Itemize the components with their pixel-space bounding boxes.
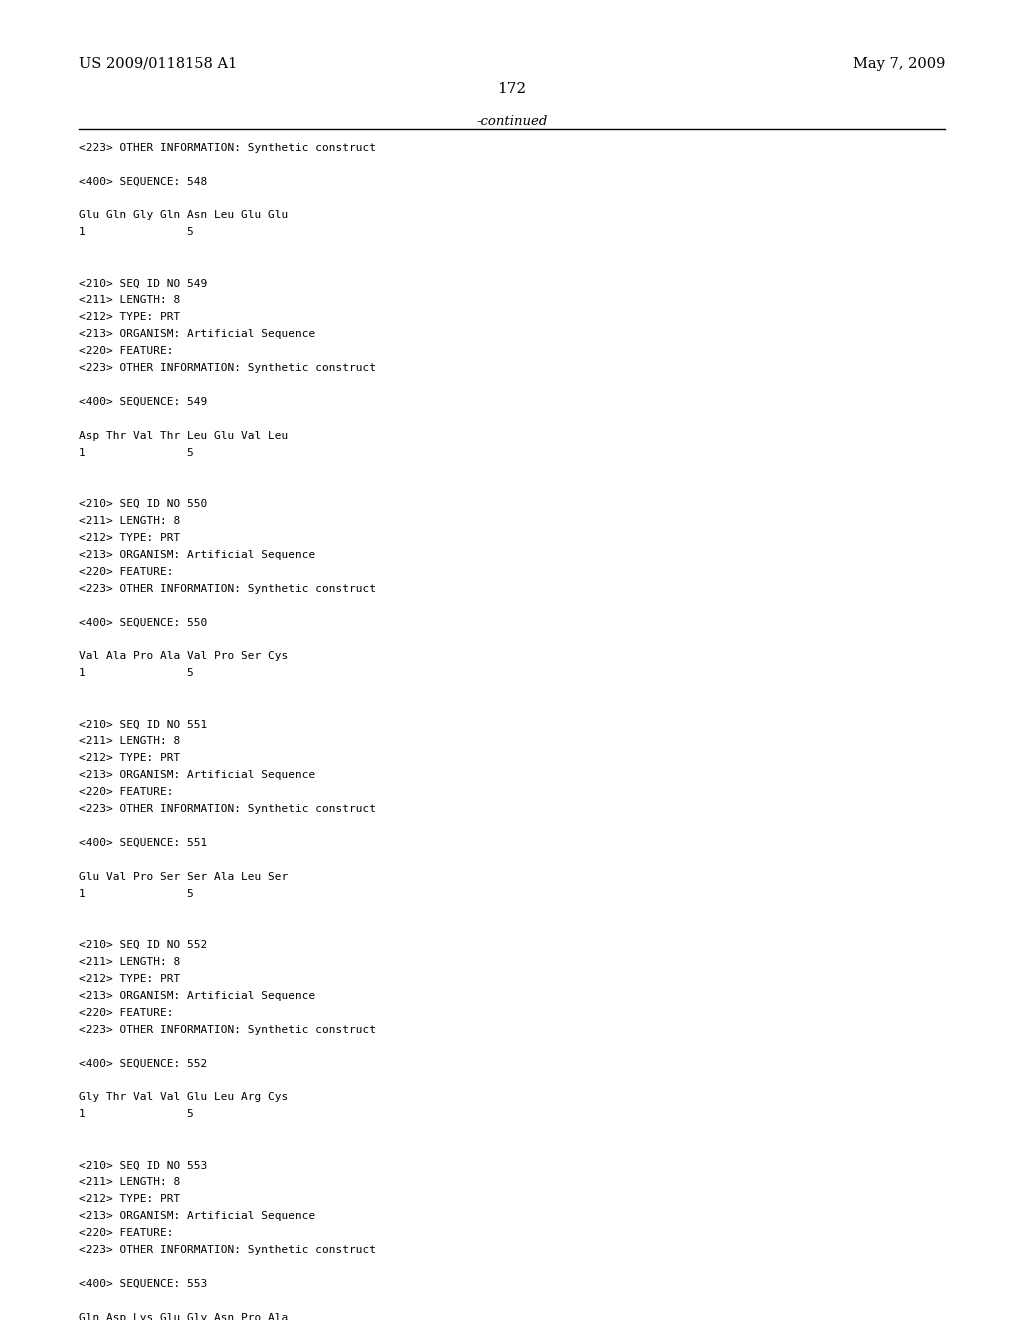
Text: <211> LENGTH: 8: <211> LENGTH: 8 [79, 1177, 180, 1187]
Text: <213> ORGANISM: Artificial Sequence: <213> ORGANISM: Artificial Sequence [79, 329, 315, 339]
Text: May 7, 2009: May 7, 2009 [853, 57, 945, 71]
Text: -continued: -continued [476, 115, 548, 128]
Text: <212> TYPE: PRT: <212> TYPE: PRT [79, 1195, 180, 1204]
Text: <210> SEQ ID NO 552: <210> SEQ ID NO 552 [79, 940, 207, 950]
Text: <213> ORGANISM: Artificial Sequence: <213> ORGANISM: Artificial Sequence [79, 1212, 315, 1221]
Text: <213> ORGANISM: Artificial Sequence: <213> ORGANISM: Artificial Sequence [79, 770, 315, 780]
Text: <400> SEQUENCE: 551: <400> SEQUENCE: 551 [79, 838, 207, 847]
Text: <223> OTHER INFORMATION: Synthetic construct: <223> OTHER INFORMATION: Synthetic const… [79, 143, 376, 153]
Text: <400> SEQUENCE: 552: <400> SEQUENCE: 552 [79, 1059, 207, 1068]
Text: <223> OTHER INFORMATION: Synthetic construct: <223> OTHER INFORMATION: Synthetic const… [79, 1024, 376, 1035]
Text: <210> SEQ ID NO 549: <210> SEQ ID NO 549 [79, 279, 207, 288]
Text: <212> TYPE: PRT: <212> TYPE: PRT [79, 533, 180, 543]
Text: <210> SEQ ID NO 553: <210> SEQ ID NO 553 [79, 1160, 207, 1171]
Text: <220> FEATURE:: <220> FEATURE: [79, 1007, 173, 1018]
Text: 1               5: 1 5 [79, 668, 194, 678]
Text: <213> ORGANISM: Artificial Sequence: <213> ORGANISM: Artificial Sequence [79, 990, 315, 1001]
Text: <210> SEQ ID NO 550: <210> SEQ ID NO 550 [79, 499, 207, 508]
Text: US 2009/0118158 A1: US 2009/0118158 A1 [79, 57, 238, 71]
Text: <211> LENGTH: 8: <211> LENGTH: 8 [79, 296, 180, 305]
Text: Gly Thr Val Val Glu Leu Arg Cys: Gly Thr Val Val Glu Leu Arg Cys [79, 1093, 288, 1102]
Text: <213> ORGANISM: Artificial Sequence: <213> ORGANISM: Artificial Sequence [79, 549, 315, 560]
Text: Asp Thr Val Thr Leu Glu Val Leu: Asp Thr Val Thr Leu Glu Val Leu [79, 430, 288, 441]
Text: <223> OTHER INFORMATION: Synthetic construct: <223> OTHER INFORMATION: Synthetic const… [79, 1245, 376, 1255]
Text: <223> OTHER INFORMATION: Synthetic construct: <223> OTHER INFORMATION: Synthetic const… [79, 804, 376, 814]
Text: <223> OTHER INFORMATION: Synthetic construct: <223> OTHER INFORMATION: Synthetic const… [79, 583, 376, 594]
Text: 1               5: 1 5 [79, 1109, 194, 1119]
Text: <223> OTHER INFORMATION: Synthetic construct: <223> OTHER INFORMATION: Synthetic const… [79, 363, 376, 374]
Text: <400> SEQUENCE: 549: <400> SEQUENCE: 549 [79, 397, 207, 407]
Text: Glu Gln Gly Gln Asn Leu Glu Glu: Glu Gln Gly Gln Asn Leu Glu Glu [79, 210, 288, 220]
Text: Gln Asp Lys Glu Gly Asn Pro Ala: Gln Asp Lys Glu Gly Asn Pro Ala [79, 1313, 288, 1320]
Text: <220> FEATURE:: <220> FEATURE: [79, 566, 173, 577]
Text: 172: 172 [498, 82, 526, 96]
Text: <210> SEQ ID NO 551: <210> SEQ ID NO 551 [79, 719, 207, 729]
Text: <220> FEATURE:: <220> FEATURE: [79, 346, 173, 356]
Text: Val Ala Pro Ala Val Pro Ser Cys: Val Ala Pro Ala Val Pro Ser Cys [79, 652, 288, 661]
Text: <220> FEATURE:: <220> FEATURE: [79, 787, 173, 797]
Text: 1               5: 1 5 [79, 447, 194, 458]
Text: <400> SEQUENCE: 548: <400> SEQUENCE: 548 [79, 177, 207, 186]
Text: <211> LENGTH: 8: <211> LENGTH: 8 [79, 516, 180, 525]
Text: <211> LENGTH: 8: <211> LENGTH: 8 [79, 737, 180, 746]
Text: <211> LENGTH: 8: <211> LENGTH: 8 [79, 957, 180, 966]
Text: <212> TYPE: PRT: <212> TYPE: PRT [79, 312, 180, 322]
Text: 1               5: 1 5 [79, 888, 194, 899]
Text: Glu Val Pro Ser Ser Ala Leu Ser: Glu Val Pro Ser Ser Ala Leu Ser [79, 873, 288, 882]
Text: <400> SEQUENCE: 550: <400> SEQUENCE: 550 [79, 618, 207, 627]
Text: <220> FEATURE:: <220> FEATURE: [79, 1228, 173, 1238]
Text: <212> TYPE: PRT: <212> TYPE: PRT [79, 974, 180, 983]
Text: <400> SEQUENCE: 553: <400> SEQUENCE: 553 [79, 1279, 207, 1290]
Text: 1               5: 1 5 [79, 227, 194, 238]
Text: <212> TYPE: PRT: <212> TYPE: PRT [79, 754, 180, 763]
